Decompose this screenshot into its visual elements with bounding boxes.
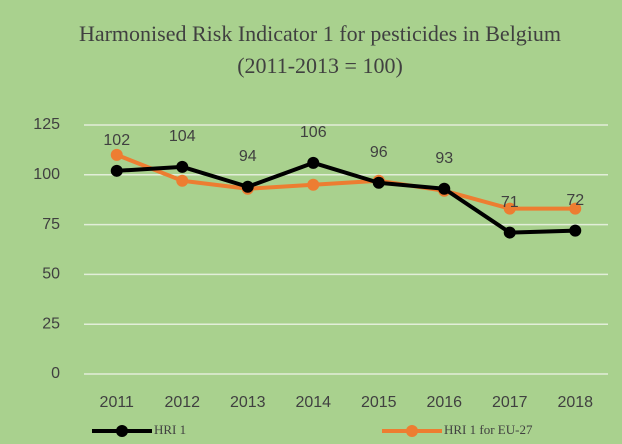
- data-label: 71: [501, 194, 519, 211]
- y-tick-label: 100: [33, 166, 60, 183]
- data-label: 72: [566, 192, 584, 209]
- legend-label: HRI 1: [154, 422, 186, 437]
- data-label: 96: [370, 144, 388, 161]
- legend-marker: [116, 425, 128, 437]
- point: [569, 224, 582, 237]
- x-tick-label: 2015: [361, 394, 397, 411]
- data-label: 94: [239, 148, 257, 165]
- x-tick-label: 2016: [426, 394, 462, 411]
- x-tick-label: 2013: [230, 394, 266, 411]
- y-tick-label: 125: [33, 116, 60, 133]
- point: [372, 176, 385, 189]
- legend-marker: [406, 425, 418, 437]
- chart-subtitle: (2011-2013 = 100): [237, 53, 403, 78]
- point: [503, 226, 516, 239]
- point: [176, 174, 189, 187]
- data-label: 93: [435, 150, 453, 167]
- legend-label: HRI 1 for EU-27: [444, 422, 533, 437]
- y-tick-label: 75: [42, 216, 60, 233]
- point: [176, 160, 189, 173]
- x-tick-label: 2017: [492, 394, 528, 411]
- data-label: 102: [103, 132, 130, 149]
- point: [438, 182, 451, 195]
- point: [110, 164, 123, 177]
- chart-title: Harmonised Risk Indicator 1 for pesticid…: [79, 21, 561, 46]
- data-label: 104: [169, 128, 196, 145]
- point: [569, 202, 582, 215]
- point: [307, 178, 320, 191]
- x-tick-label: 2011: [100, 394, 135, 411]
- point: [110, 148, 123, 161]
- point: [307, 156, 320, 169]
- series-line: [116, 153, 576, 211]
- data-label: 106: [300, 124, 327, 141]
- x-tick-label: 2014: [295, 394, 331, 411]
- x-tick-label: 2018: [557, 394, 593, 411]
- y-tick-label: 25: [42, 315, 60, 332]
- series-line: [116, 160, 576, 235]
- x-tick-label: 2012: [164, 394, 200, 411]
- y-tick-label: 50: [42, 266, 60, 283]
- point: [503, 202, 516, 215]
- y-tick-label: 0: [51, 365, 60, 382]
- point: [241, 180, 254, 193]
